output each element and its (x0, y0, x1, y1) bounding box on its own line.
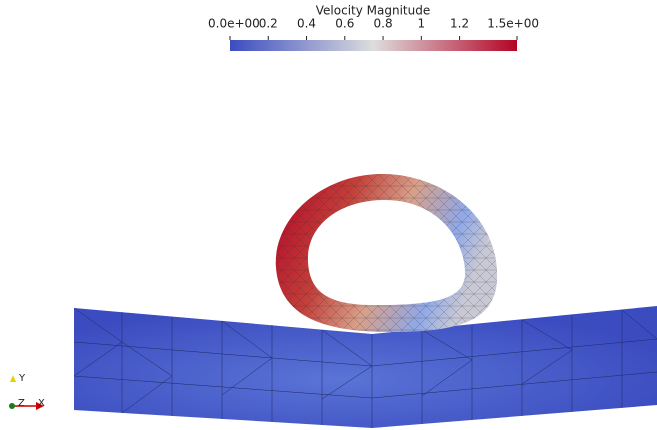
orientation-axes: Y Z X (9, 373, 45, 410)
axis-label-x: X (38, 398, 45, 409)
axis-label-y: Y (18, 373, 26, 384)
render-view: Velocity Magnitude Y Z X 0.0e+000.2 0.4 0.… (0, 0, 657, 430)
axis-label-z: Z (18, 398, 25, 409)
colorbar-tick-label: 0.6 (335, 17, 354, 31)
elastic-ring (276, 174, 497, 332)
colorbar (230, 40, 517, 51)
colorbar-tick-label: 1 (418, 17, 426, 31)
colorbar-tick-label: 0.4 (297, 17, 316, 31)
colorbar-tick-label: 1.2 (450, 17, 469, 31)
colorbar-tick-label: 0.0e+00 (208, 17, 260, 31)
colorbar-title: Velocity Magnitude (316, 4, 430, 18)
colorbar-tick-label: 0.8 (374, 17, 393, 31)
colorbar-tick-label: 0.2 (259, 17, 278, 31)
colorbar-tick-label: 1.5e+00 (487, 17, 539, 31)
